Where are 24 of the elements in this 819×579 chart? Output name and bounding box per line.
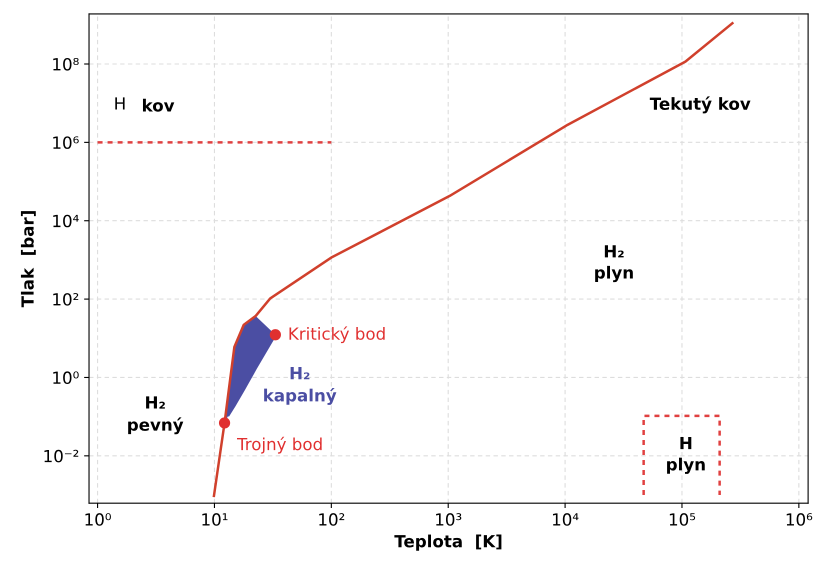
x-tick-label: 10¹ (202, 513, 228, 526)
y-tick-label: 10⁰ (53, 371, 79, 384)
annotation: H (115, 97, 125, 110)
x-tick-label: 10³ (436, 513, 462, 526)
y-tick-label: 10⁴ (53, 214, 79, 228)
y-tick-label: 10² (53, 293, 78, 306)
x-tick-label: 10⁵ (670, 513, 696, 526)
annotation: H₂ plyn (595, 245, 633, 282)
x-tick-label: 10⁴ (552, 513, 579, 526)
y-tick-label: 10⁻² (44, 450, 78, 462)
x-tick-label: 10⁶ (786, 513, 812, 526)
annotation: H₂ kapalný (264, 367, 336, 405)
x-tick-label: 10² (319, 513, 344, 526)
annotation: Trojný bod (237, 436, 322, 454)
x-axis-title: Teplota [K] (394, 534, 502, 551)
annotation: Tekutý kov (650, 96, 751, 114)
annotation: H₂ pevný (128, 396, 184, 434)
y-axis-title: Tlak [bar] (20, 211, 36, 308)
annotation: H plyn (667, 436, 705, 474)
annotation: kov (142, 98, 174, 112)
y-tick-label: 10⁸ (53, 58, 79, 71)
x-tick-label: 10⁰ (85, 513, 111, 526)
annotation: Kritický bod (290, 326, 385, 344)
y-tick-label: 10⁶ (53, 136, 79, 149)
